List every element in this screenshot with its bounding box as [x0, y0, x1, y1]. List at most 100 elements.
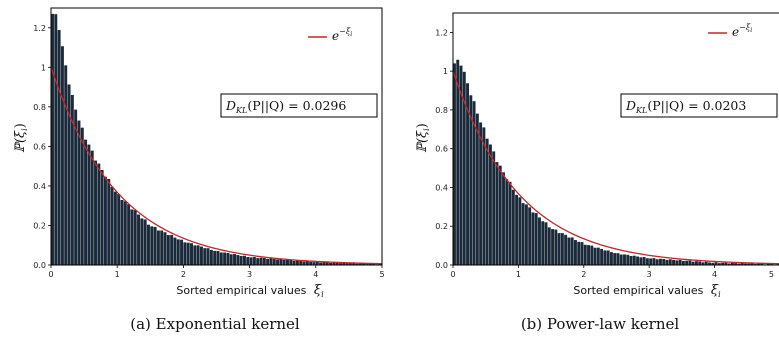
- histogram-bars-a: [51, 13, 382, 266]
- kl-text-a: DKL(P||Q) = 0.0296: [225, 98, 346, 115]
- histogram-bar-b: [616, 253, 620, 265]
- caption-b: (b) Power-law kernel: [521, 315, 680, 333]
- histogram-bar-b: [619, 254, 623, 265]
- histogram-bar-a: [368, 263, 372, 265]
- histogram-bar-b: [609, 252, 613, 265]
- y-tick-label-b: 1: [443, 67, 448, 76]
- reference-curve-a: [50, 67, 383, 265]
- histogram-bar-b: [475, 113, 479, 265]
- x-tick-label-a: 4: [313, 270, 318, 279]
- histogram-bar-b: [734, 263, 738, 265]
- x-tick-label-b: 4: [712, 270, 717, 279]
- histogram-bar-b: [502, 172, 505, 265]
- histogram-bar-b: [629, 256, 633, 265]
- histogram-bar-a: [107, 178, 111, 265]
- histogram-bar-b: [724, 262, 728, 265]
- histogram-bar-a: [229, 254, 233, 265]
- histogram-bar-b: [766, 263, 770, 265]
- histogram-bar-a: [57, 30, 61, 265]
- histogram-bar-a: [133, 210, 137, 265]
- histogram-bar-a: [90, 150, 94, 265]
- histogram-bar-b: [485, 138, 489, 265]
- x-tick-label-b: 5: [769, 270, 774, 279]
- histogram-bar-a: [213, 250, 217, 265]
- histogram-bar-a: [60, 46, 64, 265]
- histogram-bar-a: [193, 245, 197, 265]
- histogram-bar-b: [570, 237, 574, 265]
- histogram-bar-b: [544, 222, 548, 265]
- histogram-bar-b: [603, 250, 607, 265]
- histogram-bar-b: [482, 127, 486, 265]
- histogram-bar-a: [372, 263, 376, 265]
- histogram-bar-a: [329, 262, 332, 265]
- histogram-bar-b: [462, 71, 466, 265]
- histogram-bar-a: [355, 263, 359, 265]
- histogram-bar-b: [590, 245, 594, 265]
- histogram-bar-a: [302, 261, 306, 265]
- histogram-bar-b: [531, 212, 535, 265]
- histogram-bar-b: [757, 263, 761, 265]
- histogram-bar-b: [596, 247, 600, 265]
- histogram-bar-a: [176, 239, 180, 265]
- histogram-bar-a: [54, 14, 58, 265]
- histogram-bar-b: [538, 217, 541, 265]
- y-tick-label-a: 0.8: [33, 103, 46, 112]
- histogram-bar-b: [776, 263, 779, 265]
- histogram-bar-a: [322, 262, 326, 265]
- x-tick-label-a: 1: [115, 270, 120, 279]
- histogram-bar-b: [557, 233, 561, 265]
- histogram-bar-a: [282, 260, 286, 265]
- histogram-bar-a: [123, 201, 127, 265]
- histogram-bar-b: [714, 262, 718, 265]
- histogram-bar-b: [600, 248, 604, 265]
- histogram-bar-a: [338, 263, 342, 265]
- y-tick-label-b: 0.6: [435, 145, 448, 154]
- histogram-bar-b: [593, 247, 597, 265]
- legend-a: e−ξi: [308, 27, 352, 43]
- histogram-bar-b: [652, 258, 656, 265]
- histogram-bar-b: [472, 101, 476, 265]
- histogram-bar-b: [498, 165, 502, 265]
- y-axis-label-b: ℙ(ξi): [415, 123, 431, 153]
- y-tick-label-a: 0.6: [33, 142, 46, 151]
- histogram-bar-a: [186, 242, 190, 265]
- plot-frame-b: [452, 12, 779, 266]
- histogram-bar-a: [84, 139, 88, 265]
- histogram-bar-a: [130, 209, 134, 265]
- histogram-bar-b: [459, 65, 463, 265]
- histogram-bar-a: [292, 260, 296, 265]
- histogram-bar-a: [358, 263, 362, 265]
- histogram-bar-a: [259, 257, 263, 265]
- legend-label-b: e−ξi: [732, 23, 752, 39]
- histogram-bar-a: [183, 242, 187, 265]
- histogram-bar-b: [511, 189, 515, 265]
- histogram-bar-b: [721, 262, 725, 265]
- y-ticks-b: 0.0 0.2 0.4 0.6 0.8 1 1.2: [435, 28, 453, 270]
- histogram-bar-a: [70, 94, 74, 265]
- histogram-bar-b: [737, 263, 741, 265]
- histogram-bar-b: [636, 256, 640, 265]
- histogram-bar-a: [150, 226, 154, 265]
- y-tick-label-a: 0.2: [33, 221, 46, 230]
- histogram-bar-b: [551, 229, 555, 265]
- histogram-bar-a: [289, 259, 293, 265]
- histogram-bar-b: [750, 263, 754, 265]
- histogram-bar-a: [223, 252, 227, 265]
- histogram-bar-a: [190, 243, 193, 265]
- histogram-bar-b: [508, 181, 512, 265]
- y-tick-label-b: 0.4: [435, 183, 448, 192]
- histogram-bar-b: [547, 227, 551, 265]
- histogram-bar-b: [505, 179, 509, 265]
- kl-annotation-b: DKL(P||Q) = 0.0203: [620, 93, 778, 118]
- histogram-bar-b: [639, 257, 643, 265]
- histogram-bar-a: [143, 219, 147, 265]
- x-axis-label-a: Sorted empirical values ξi: [176, 283, 324, 299]
- reference-curve-b: [452, 70, 779, 265]
- histogram-bar-a: [312, 262, 316, 265]
- histogram-bar-a: [146, 224, 150, 265]
- histogram-bar-a: [242, 255, 246, 265]
- histogram-bar-a: [160, 230, 164, 265]
- plot-frame-a: [50, 7, 383, 266]
- histogram-bar-b: [681, 260, 685, 265]
- histogram-bar-a: [226, 252, 230, 265]
